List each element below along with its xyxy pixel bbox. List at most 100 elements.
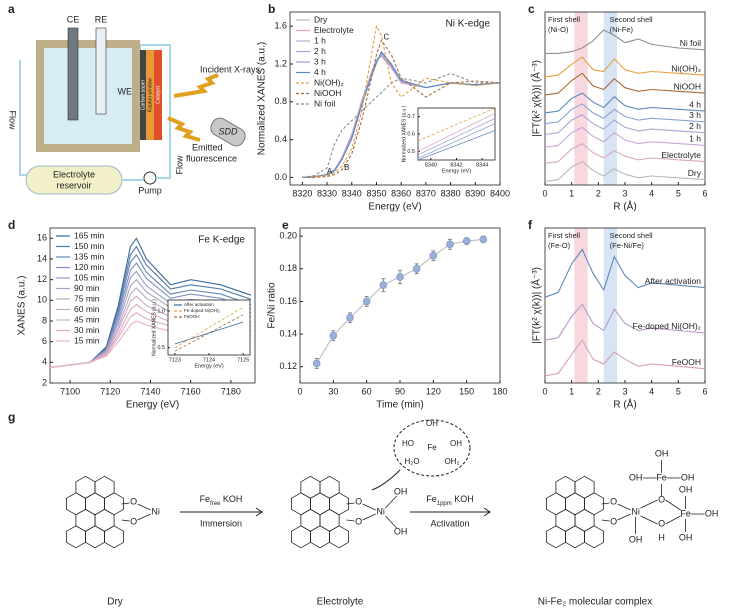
x-tick-label: 6 [702, 188, 707, 198]
label: fluorescence [186, 153, 237, 163]
y-axis-label: |FT(k² χ(k))| (Å⁻³) [530, 60, 543, 137]
annotation: C [383, 33, 389, 42]
y-tick-label: 10 [37, 295, 47, 305]
band-label: Second shell [610, 231, 653, 240]
x-tick-label: 0 [297, 386, 302, 396]
trend-line [316, 238, 484, 364]
legend-label: Dry [314, 14, 328, 24]
ring [66, 525, 86, 549]
arrow [410, 507, 491, 517]
panel-letter: c [528, 2, 535, 16]
series-line [545, 92, 705, 114]
x-tick-label: 8370 [416, 188, 436, 198]
x-tick-label: 60 [362, 386, 372, 396]
plot-area [312, 235, 488, 369]
structure-name: Electrolyte [317, 597, 364, 608]
atom: O [610, 496, 617, 506]
legend-label: 4 h [314, 67, 326, 77]
axis-frame [299, 227, 501, 384]
ring [104, 525, 124, 549]
bond [346, 502, 376, 522]
curve-label: FeOOH [672, 357, 701, 367]
legend-label: 75 min [74, 293, 100, 303]
data-point [312, 359, 321, 368]
atom: Ni [151, 506, 160, 516]
label: Pump [138, 185, 162, 195]
data-point [412, 264, 421, 273]
ring [66, 492, 86, 516]
y-tick-label: 0.20 [279, 231, 297, 241]
y-tick-label: 1.2 [274, 58, 287, 68]
legend-label: 150 min [74, 241, 105, 251]
series-line [302, 50, 500, 178]
legend-label: Fe-doped Ni(OH)₂ [184, 308, 221, 313]
y-tick-label: 0.0 [274, 172, 287, 182]
plot-area [545, 248, 705, 377]
x-tick-label: 8330 [317, 188, 337, 198]
action: Immersion [200, 518, 242, 528]
label: Kapton window [147, 78, 153, 112]
x-axis-label: Energy (eV) [368, 202, 421, 213]
label: WE [118, 86, 133, 96]
legend-label: 135 min [74, 251, 105, 261]
x-tick-label: 8344 [476, 162, 488, 168]
annotation: B [344, 163, 349, 172]
axis-frame [289, 11, 501, 186]
legend-label: 30 min [74, 325, 100, 335]
x-tick-label: 8350 [366, 188, 386, 198]
ring [584, 492, 604, 516]
y-tick-label: 4 [42, 357, 47, 367]
atom: H₂O [404, 457, 419, 466]
y-axis-label: |FT(k² χ(k))| (Å⁻³) [530, 267, 543, 344]
ring [546, 492, 566, 516]
atom: OH [394, 526, 408, 536]
pipe [122, 150, 171, 181]
y-tick-label: 0.4 [274, 134, 287, 144]
bond [121, 502, 151, 522]
legend-label: Ni foil [314, 98, 335, 108]
band-label: (Ni-Fe) [610, 25, 634, 34]
atom: OH [705, 508, 719, 518]
y-tick-label: 0.16 [279, 296, 297, 306]
data-point [379, 281, 388, 289]
bond [385, 495, 397, 529]
reagent: Fefree KOH [200, 494, 243, 506]
sdd [210, 117, 246, 147]
xray-arrow [173, 73, 219, 98]
series-line [545, 339, 705, 377]
data-point [429, 251, 438, 260]
y-tick-label: 0.6 [407, 131, 415, 137]
y-tick-label: 0.18 [279, 263, 297, 273]
series-line [418, 112, 495, 152]
legend-label: 1 h [314, 35, 326, 45]
complex-outline [393, 419, 471, 477]
panel-letter: e [282, 218, 289, 232]
x-tick-label: 8380 [441, 188, 461, 198]
y-tick-label: 0.5 [407, 149, 415, 155]
layer [154, 50, 162, 140]
fluorescence-arrow [167, 116, 201, 142]
band-label: First shell [548, 15, 580, 24]
panel-letter: b [268, 2, 275, 16]
atom: Fe [427, 443, 437, 452]
ring [555, 508, 576, 532]
series-line [545, 303, 705, 341]
curve-label: NiOOH [674, 81, 701, 91]
band-label: (Fe-Ni/Fe) [610, 241, 645, 250]
x-axis-label: Energy (eV) [442, 168, 472, 174]
legend-label: Electrolyte [314, 25, 354, 35]
structure-name: Dry [107, 597, 123, 608]
legend-label: 3 h [314, 56, 326, 66]
bond [601, 502, 631, 522]
series-line [545, 29, 705, 54]
legend-label: FeOOH [184, 314, 200, 319]
legend-label: After activation [184, 302, 214, 307]
ring [75, 508, 96, 532]
label: Flow [8, 110, 18, 130]
series-line [418, 130, 495, 160]
legend-label: Ni(OH)₂ [314, 77, 344, 87]
atom: OH [681, 472, 695, 482]
y-axis-label: Normalized XANES (a.u.) [401, 105, 407, 162]
ring [300, 508, 321, 532]
